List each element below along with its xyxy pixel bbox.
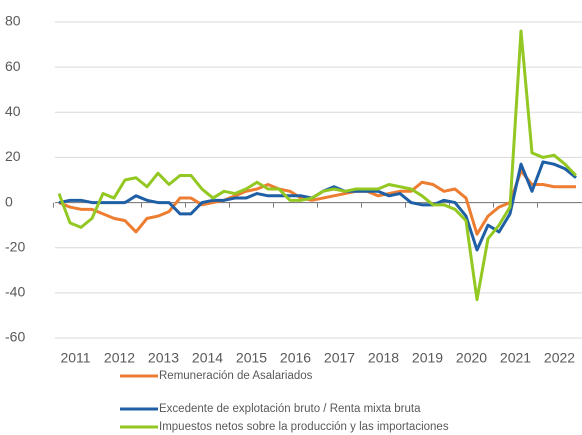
y-tick-label: -20	[5, 238, 25, 254]
x-tick-label: 2012	[104, 350, 135, 366]
x-tick-label: 2013	[148, 350, 179, 366]
x-tick-label: 2014	[192, 350, 223, 366]
x-tick-label: 2016	[280, 350, 311, 366]
x-tick-label: 2022	[544, 350, 575, 366]
y-tick-label: -40	[5, 284, 25, 300]
x-tick-label: 2018	[368, 350, 399, 366]
legend-label: Impuestos netos sobre la producción y la…	[159, 421, 449, 433]
x-tick-label: 2019	[412, 350, 443, 366]
series-line	[58, 169, 576, 236]
y-tick-label: 60	[5, 58, 21, 74]
x-tick-label: 2021	[500, 350, 531, 366]
series-line	[57, 29, 578, 302]
legend-label: Excedente de explotación bruto / Renta m…	[159, 403, 421, 415]
x-tick-label: 2011	[60, 350, 90, 366]
x-tick-label: 2017	[324, 350, 355, 366]
y-tick-label: 0	[5, 193, 13, 209]
y-tick-label: 40	[5, 103, 21, 119]
legend-label: Remuneración de Asalariados	[159, 370, 313, 382]
x-tick-label: 2020	[456, 350, 487, 366]
x-tick-label: 2015	[236, 350, 267, 366]
y-tick-label: 20	[5, 148, 21, 164]
y-tick-label: -60	[5, 329, 25, 345]
y-tick-label: 80	[5, 13, 21, 29]
